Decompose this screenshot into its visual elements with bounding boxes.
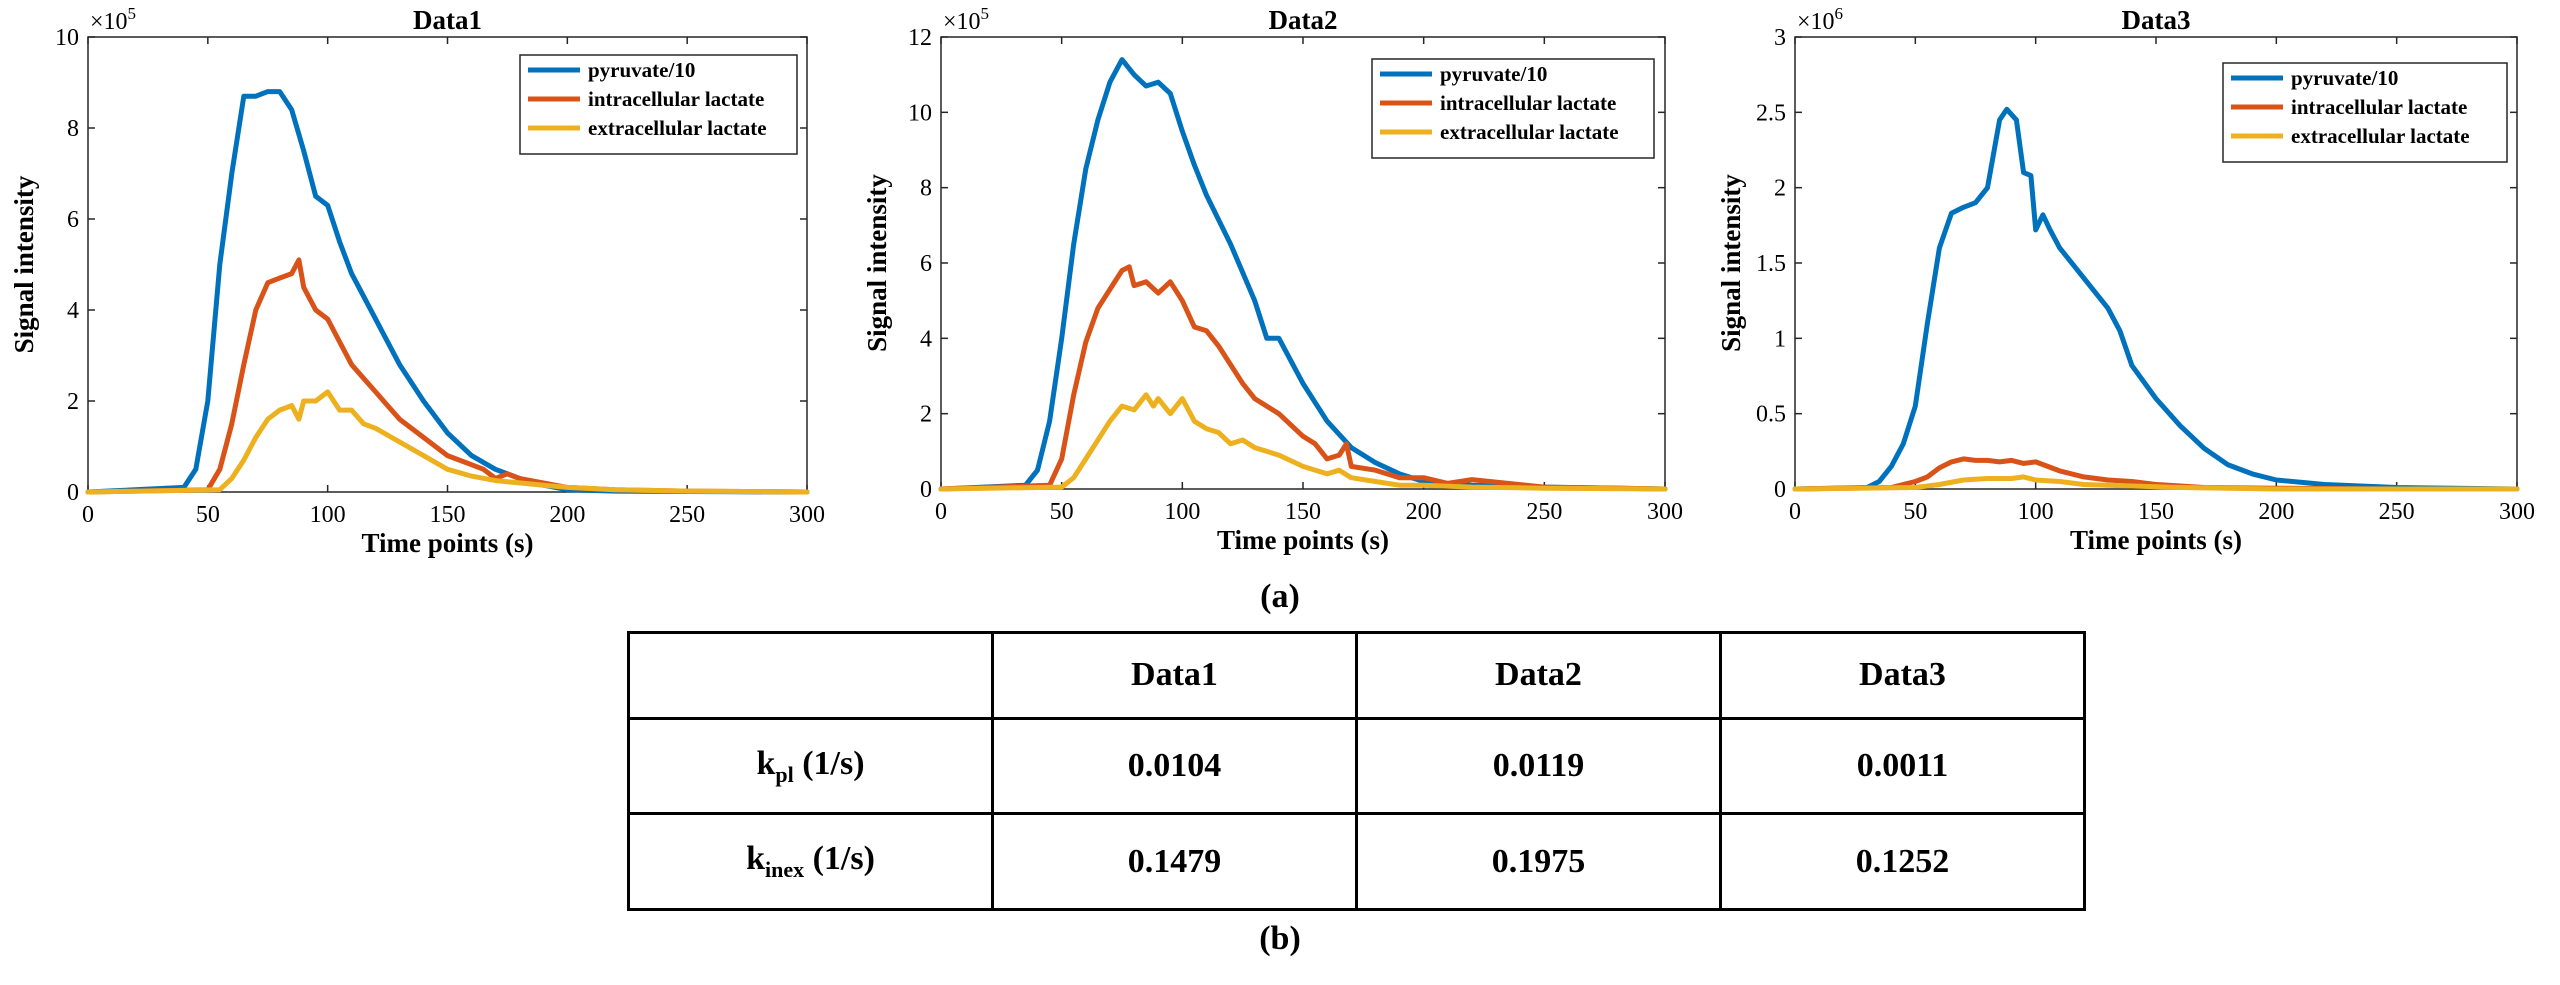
legend-entry: pyruvate/10 [588,58,695,82]
table-header-cell: Data1 [991,631,1358,720]
legend-entry: extracellular lactate [2291,124,2470,148]
x-tick-label: 300 [789,502,825,528]
y-tick-label: 1.5 [1756,251,1786,277]
y-tick-label: 2 [67,389,79,415]
legend-entry: intracellular lactate [2291,95,2467,119]
y-tick-label: 0 [1774,477,1786,503]
x-tick-label: 0 [1789,499,1801,525]
y-tick-label: 2 [1774,176,1786,202]
legend-entry: intracellular lactate [588,87,764,111]
row-label-kpl: kpl (1/s) [627,716,994,816]
legend-entry: extracellular lactate [1440,120,1619,144]
x-tick-label: 0 [82,502,94,528]
chart-title: Data1 [413,5,482,35]
x-tick-label: 200 [549,502,585,528]
legend-entry: intracellular lactate [1440,91,1616,115]
y-tick-label: 0.5 [1756,402,1786,428]
x-tick-label: 100 [1164,499,1200,525]
series-line-extracellular-lactate [938,392,1668,492]
x-tick-label: 50 [196,502,220,528]
table-cell: 0.0119 [1355,716,1722,816]
x-tick-label: 150 [2138,499,2174,525]
x-axis-label: Time points (s) [2070,525,2242,555]
y-tick-label: 2.5 [1756,100,1786,126]
x-axis-label: Time points (s) [1217,525,1389,555]
table-cell: 0.0011 [1719,716,2086,816]
y-tick-label: 6 [920,251,932,277]
x-tick-label: 250 [669,502,705,528]
x-tick-label: 100 [310,502,346,528]
table-cell: 0.1479 [991,812,1358,911]
x-tick-label: 250 [1526,499,1562,525]
table-header-row: Data1 Data2 Data3 [627,631,2086,720]
y-tick-label: 8 [67,116,79,142]
x-tick-label: 250 [2379,499,2415,525]
table-cell: 0.1252 [1719,812,2086,911]
legend-entry: pyruvate/10 [1440,62,1547,86]
axis-exponent-label: ×105 [943,4,989,35]
y-tick-label: 4 [920,326,932,352]
x-tick-label: 0 [935,499,947,525]
table-cell: 0.1975 [1355,812,1722,911]
y-tick-label: 10 [55,25,79,51]
chart-title: Data2 [1269,5,1338,35]
x-axis-label: Time points (s) [361,528,533,558]
row-label-kinex: kinex (1/s) [627,812,994,911]
y-tick-label: 0 [920,477,932,503]
results-table: Data1 Data2 Data3 kpl (1/s) 0.0104 0.011… [627,631,2086,911]
x-tick-label: 50 [1050,499,1074,525]
caption-b: (b) [1259,920,1301,957]
x-tick-label: 200 [2258,499,2294,525]
y-tick-label: 0 [67,480,79,506]
series-line-extracellular-lactate [1792,474,2520,492]
y-tick-label: 4 [67,298,79,324]
axis-exponent-label: ×106 [1797,4,1843,35]
x-tick-label: 300 [1647,499,1683,525]
y-tick-label: 8 [920,176,932,202]
series-line-intracellular-lactate [85,257,810,495]
table-cell: 0.0104 [991,716,1358,816]
series-line-intracellular-lactate [938,264,1668,492]
legend-entry: pyruvate/10 [2291,66,2398,90]
y-tick-label: 1 [1774,326,1786,352]
caption-a: (a) [1260,578,1300,615]
x-tick-label: 300 [2499,499,2535,525]
x-tick-label: 200 [1406,499,1442,525]
y-axis-label: Signal intensity [862,174,892,352]
chart-title: Data3 [2122,5,2191,35]
y-tick-label: 3 [1774,25,1786,51]
table-header-cell: Data3 [1719,631,2086,720]
axis-exponent-label: ×105 [90,4,136,35]
table-row: kpl (1/s) 0.0104 0.0119 0.0011 [627,716,2086,816]
x-tick-label: 50 [1903,499,1927,525]
y-tick-label: 10 [908,100,932,126]
y-axis-label: Signal intensity [1716,174,1746,352]
y-tick-label: 6 [67,207,79,233]
series-line-extracellular-lactate [85,389,810,495]
y-tick-label: 2 [920,402,932,428]
table-row: kinex (1/s) 0.1479 0.1975 0.1252 [627,812,2086,911]
table-header-cell [627,631,994,720]
y-axis-label: Signal intensity [9,175,39,353]
x-tick-label: 150 [1285,499,1321,525]
x-tick-label: 150 [430,502,466,528]
x-tick-label: 100 [2018,499,2054,525]
legend-entry: extracellular lactate [588,116,767,140]
series-line-pyruvate- [1792,106,2520,492]
series-line-pyruvate- [938,57,1668,492]
y-tick-label: 12 [908,25,932,51]
table-header-cell: Data2 [1355,631,1722,720]
